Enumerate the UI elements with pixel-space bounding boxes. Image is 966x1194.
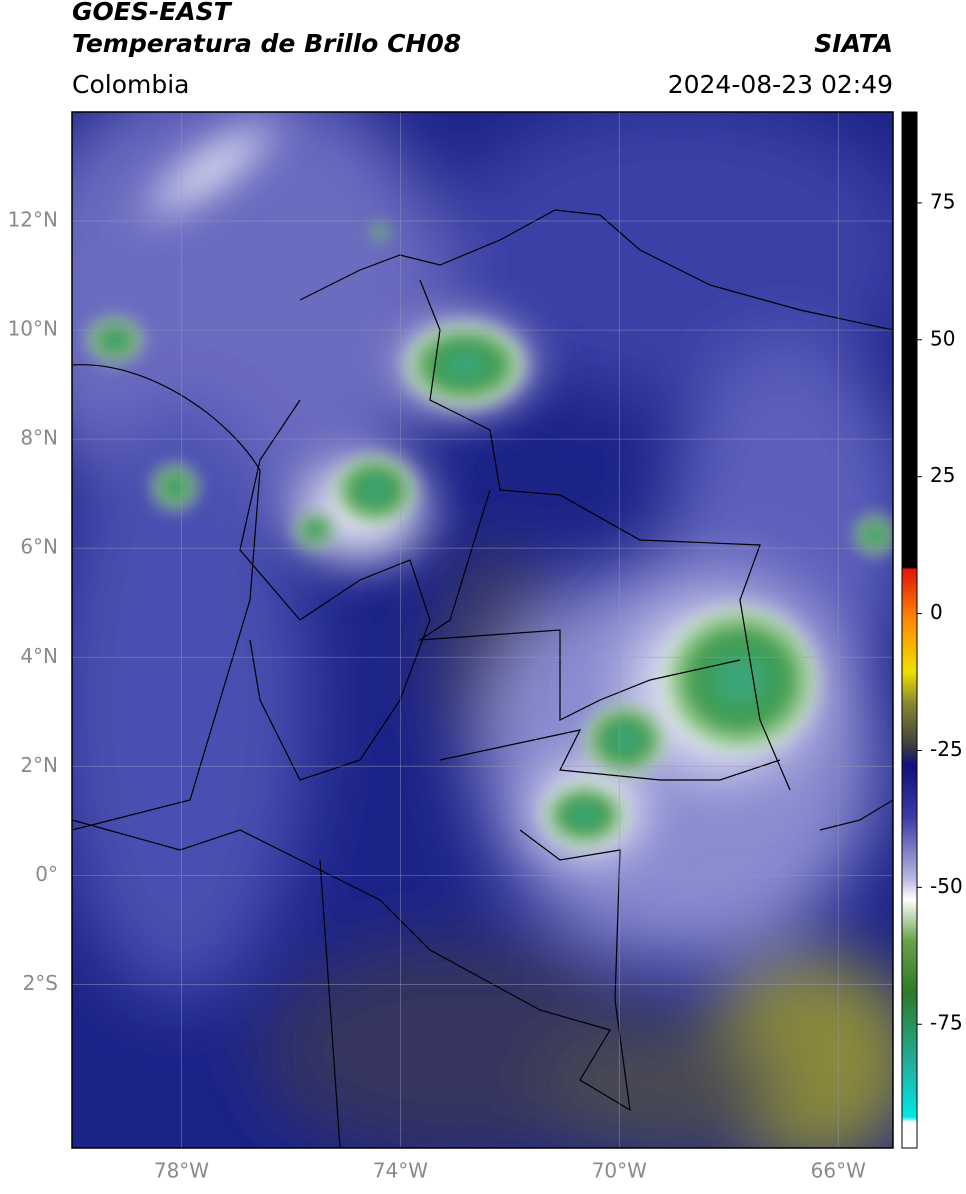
lat-tick-label: 10°N xyxy=(8,317,58,341)
subtitle: Temperatura de Brillo CH08 xyxy=(72,29,461,58)
satellite-image xyxy=(72,112,893,1148)
colorbar xyxy=(901,111,918,1149)
lat-tick-label: 8°N xyxy=(20,426,58,450)
lon-tick-label: 74°W xyxy=(373,1159,428,1183)
title: GOES-EAST xyxy=(72,0,233,26)
map-frame xyxy=(71,111,894,1149)
lat-tick-label: 6°N xyxy=(20,535,58,559)
source: SIATA xyxy=(814,29,893,58)
lat-tick-label: 0° xyxy=(35,862,58,886)
colorbar-tick-label: 75 xyxy=(930,189,955,213)
colorbar-tick-label: -50 xyxy=(930,874,963,898)
colorbar-tick-label: -75 xyxy=(930,1011,963,1035)
lon-tick-label: 70°W xyxy=(592,1159,647,1183)
colorbar-tick-label: -25 xyxy=(930,737,963,761)
lat-tick-label: 2°N xyxy=(20,753,58,777)
colorbar-tick-label: 25 xyxy=(930,463,955,487)
lat-tick-label: 2°S xyxy=(23,971,58,995)
lon-tick-label: 78°W xyxy=(154,1159,209,1183)
colorbar-tick-label: 50 xyxy=(930,326,955,350)
lat-tick-label: 4°N xyxy=(20,644,58,668)
lat-tick-label: 12°N xyxy=(8,208,58,232)
borders xyxy=(72,209,893,1148)
lon-tick-label: 66°W xyxy=(811,1159,866,1183)
colorbar-tick-label: 0 xyxy=(930,600,943,624)
datetime: 2024-08-23 02:49 xyxy=(668,70,893,99)
region: Colombia xyxy=(72,70,189,99)
